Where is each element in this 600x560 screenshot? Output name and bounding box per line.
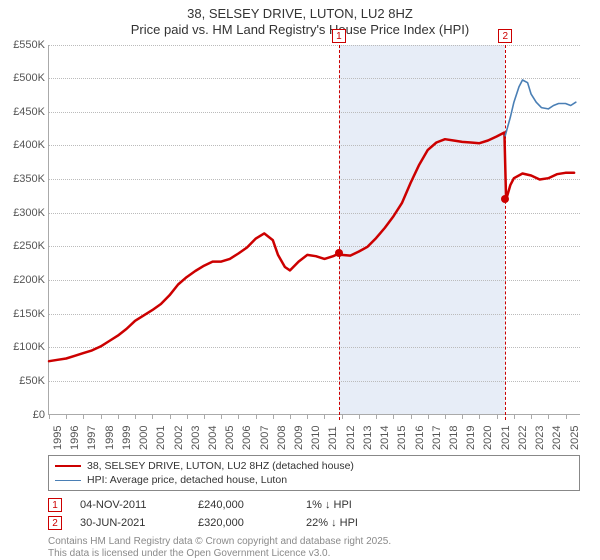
x-axis-label: 2003 (190, 426, 202, 450)
series-svg (49, 45, 581, 415)
x-axis-label: 1998 (104, 426, 116, 450)
x-axis-label: 2021 (500, 426, 512, 450)
x-axis-label: 2017 (431, 426, 443, 450)
x-axis-label: 2009 (293, 426, 305, 450)
sale-note-1-delta: 1% ↓ HPI (306, 499, 352, 511)
x-axis-label: 2013 (362, 426, 374, 450)
x-axis-label: 2015 (396, 426, 408, 450)
sale-note-2-id: 2 (48, 516, 62, 530)
x-axis-label: 2018 (448, 426, 460, 450)
legend-swatch-price-paid (55, 465, 81, 467)
x-axis-label: 2001 (155, 426, 167, 450)
legend-label-price-paid: 38, SELSEY DRIVE, LUTON, LU2 8HZ (detach… (87, 460, 354, 472)
sale-note-2: 2 30-JUN-2021 £320,000 22% ↓ HPI (48, 514, 580, 532)
x-axis-label: 2006 (241, 426, 253, 450)
y-axis-label: £550K (1, 39, 45, 51)
x-axis-label: 2014 (379, 426, 391, 450)
sale-note-1: 1 04-NOV-2011 £240,000 1% ↓ HPI (48, 496, 580, 514)
x-axis-label: 2012 (345, 426, 357, 450)
chart-area: £0£50K£100K£150K£200K£250K£300K£350K£400… (48, 45, 580, 415)
x-axis-label: 2008 (276, 426, 288, 450)
x-axis-label: 2025 (569, 426, 581, 450)
sale-note-2-delta: 22% ↓ HPI (306, 517, 358, 529)
x-axis-label: 2010 (310, 426, 322, 450)
y-axis-label: £500K (1, 72, 45, 84)
x-axis-label: 2019 (465, 426, 477, 450)
x-axis-label: 1999 (121, 426, 133, 450)
y-axis-label: £100K (1, 341, 45, 353)
series-line-hpi (505, 80, 576, 136)
x-axis-label: 2020 (482, 426, 494, 450)
legend-swatch-hpi (55, 480, 81, 481)
sale-note-1-price: £240,000 (198, 499, 288, 511)
y-axis-label: £250K (1, 240, 45, 252)
x-axis-label: 2004 (207, 426, 219, 450)
sale-note-2-price: £320,000 (198, 517, 288, 529)
x-axis-labels: 1995 1996 1997 1998 1999 2000 2001 2002 2003 2004… (48, 418, 580, 458)
title-line1: 38, SELSEY DRIVE, LUTON, LU2 8HZ (0, 6, 600, 22)
sale-note-2-date: 30-JUN-2021 (80, 517, 180, 529)
sale-point-dot (501, 195, 509, 203)
sale-note-1-id: 1 (48, 498, 62, 512)
x-axis-label: 2005 (224, 426, 236, 450)
x-axis-label: 1995 (52, 426, 64, 450)
y-axis-label: £350K (1, 173, 45, 185)
legend-box: 38, SELSEY DRIVE, LUTON, LU2 8HZ (detach… (48, 455, 580, 491)
attribution: Contains HM Land Registry data © Crown c… (48, 536, 580, 560)
chart-container: 38, SELSEY DRIVE, LUTON, LU2 8HZ Price p… (0, 0, 600, 560)
y-axis-label: £150K (1, 308, 45, 320)
x-axis-label: 2002 (173, 426, 185, 450)
attribution-line1: Contains HM Land Registry data © Crown c… (48, 536, 580, 548)
x-axis-label: 2011 (327, 426, 339, 450)
legend-row-hpi: HPI: Average price, detached house, Luto… (55, 473, 573, 487)
sale-point-dot (335, 249, 343, 257)
sale-notes: 1 04-NOV-2011 £240,000 1% ↓ HPI 2 30-JUN… (48, 496, 580, 560)
plot-area: £0£50K£100K£150K£200K£250K£300K£350K£400… (48, 45, 580, 415)
sale-note-1-date: 04-NOV-2011 (80, 499, 180, 511)
x-axis-label: 2000 (138, 426, 150, 450)
y-axis-label: £50K (1, 375, 45, 387)
y-axis-label: £450K (1, 106, 45, 118)
legend-label-hpi: HPI: Average price, detached house, Luto… (87, 474, 287, 486)
legend-row-price-paid: 38, SELSEY DRIVE, LUTON, LU2 8HZ (detach… (55, 459, 573, 473)
x-axis-label: 2007 (259, 426, 271, 450)
y-axis-label: £400K (1, 139, 45, 151)
attribution-line2: This data is licensed under the Open Gov… (48, 548, 580, 560)
y-axis-label: £0 (1, 409, 45, 421)
sale-marker-box: 2 (498, 29, 512, 43)
x-axis-label: 2016 (414, 426, 426, 450)
series-line-price_paid (49, 132, 574, 361)
y-axis-label: £300K (1, 207, 45, 219)
x-axis-label: 2023 (534, 426, 546, 450)
sale-marker-box: 1 (332, 29, 346, 43)
x-axis-label: 1996 (69, 426, 81, 450)
x-axis-label: 1997 (86, 426, 98, 450)
x-axis-label: 2024 (551, 426, 563, 450)
x-axis-label: 2022 (517, 426, 529, 450)
y-axis-label: £200K (1, 274, 45, 286)
